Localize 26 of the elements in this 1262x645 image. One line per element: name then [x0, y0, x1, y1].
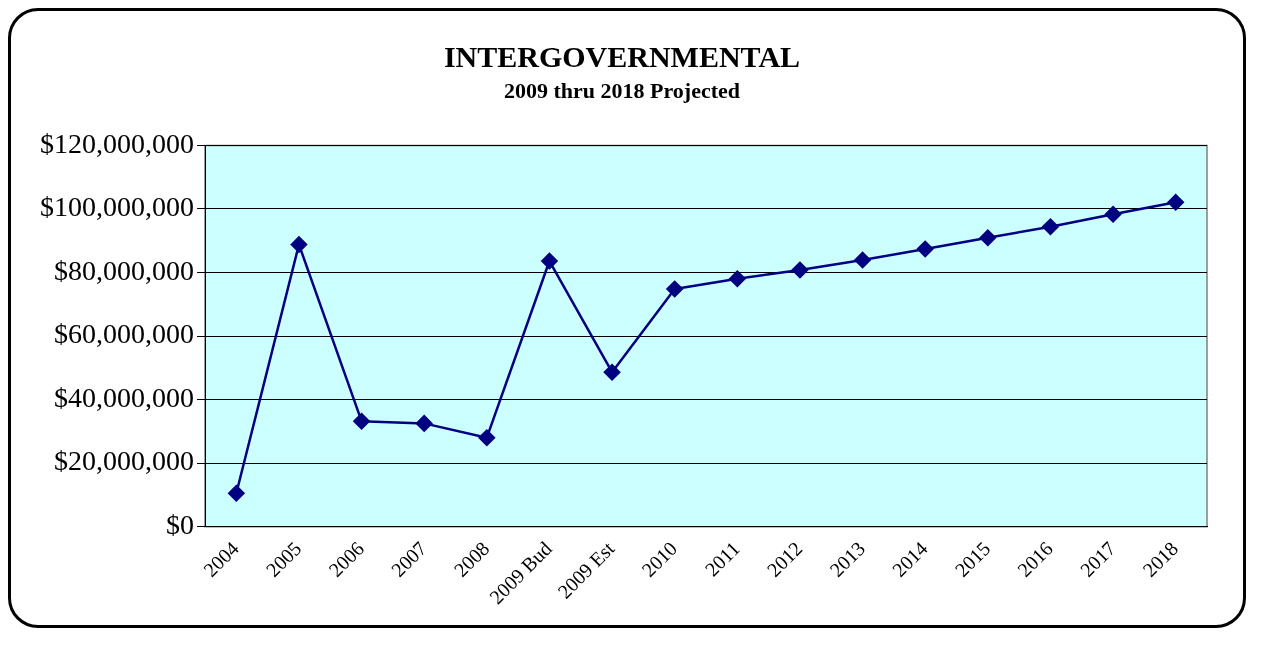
x-tick-label: 2011	[700, 537, 744, 581]
y-tick-label: $0	[166, 508, 194, 540]
point	[603, 363, 621, 381]
chart-title: INTERGOVERNMENTAL	[443, 39, 801, 73]
y-tick-label: $100,000,000	[40, 191, 194, 223]
point	[228, 485, 245, 502]
point	[415, 415, 433, 432]
chart-subtitle: 2009 thru 2018 Projected	[503, 77, 741, 103]
y-tick-label: $120,000,000	[40, 127, 194, 159]
point	[1167, 194, 1184, 211]
y-tick-label: $80,000,000	[54, 254, 194, 286]
y-tick-label: $60,000,000	[54, 318, 194, 350]
y-tick-label: $20,000,000	[54, 445, 194, 477]
y-tick-label: $40,000,000	[54, 381, 194, 413]
point	[854, 251, 871, 269]
point	[979, 229, 997, 247]
point	[541, 252, 558, 270]
point	[290, 236, 308, 253]
point	[353, 412, 370, 430]
point	[478, 429, 496, 446]
point	[791, 261, 809, 279]
point	[916, 240, 934, 258]
point	[1104, 206, 1122, 223]
point	[1042, 218, 1059, 235]
point	[729, 270, 746, 288]
point	[666, 280, 683, 298]
